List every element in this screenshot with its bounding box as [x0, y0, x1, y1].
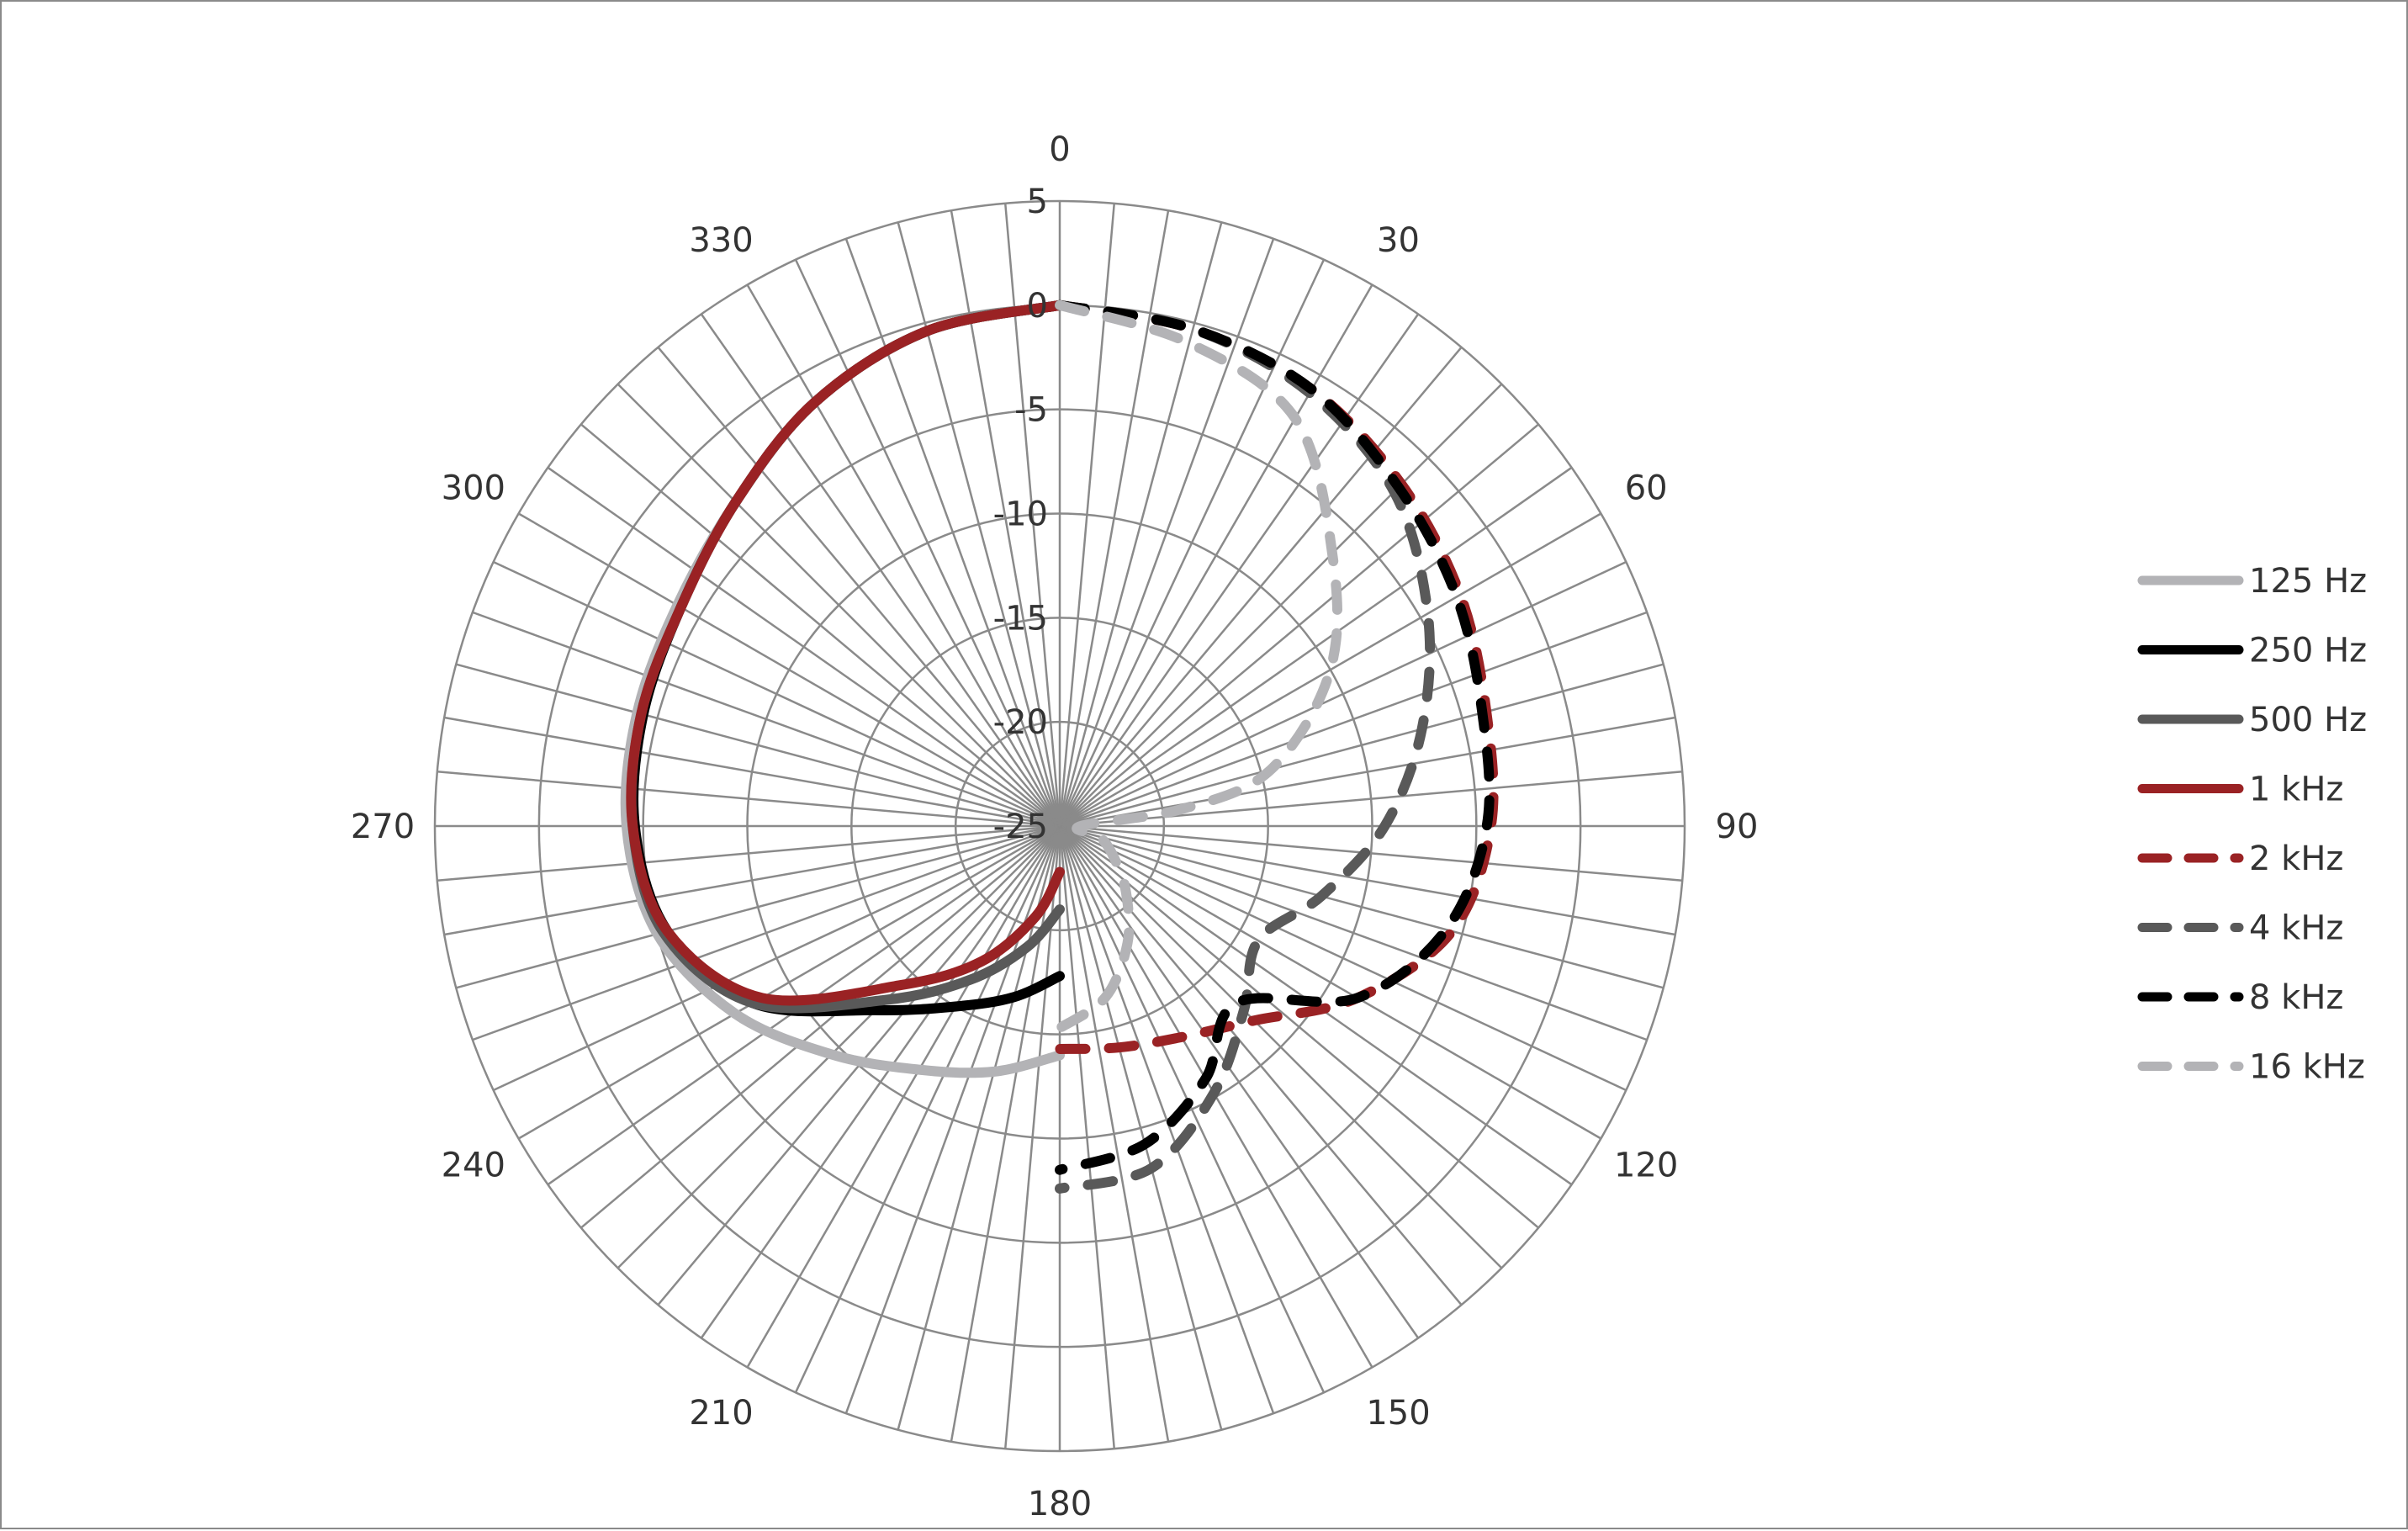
grid-spoke — [455, 663, 1061, 828]
grid-spoke — [517, 512, 1061, 828]
grid-spoke — [1059, 716, 1675, 828]
grid-spoke — [472, 611, 1061, 828]
grid-spoke — [1058, 825, 1170, 1442]
grid-spoke — [444, 716, 1061, 828]
grid-spoke — [1058, 203, 1116, 827]
series-line-8-khz — [1055, 299, 1495, 1175]
grid-spoke — [517, 824, 1061, 1140]
grid — [433, 199, 1686, 1453]
grid-spoke — [700, 825, 1061, 1339]
grid-spoke — [700, 313, 1061, 827]
grid-spoke — [794, 825, 1061, 1393]
grid-spoke — [1059, 347, 1463, 827]
angular-tick-label: 210 — [689, 1394, 753, 1433]
grid-spoke — [1059, 824, 1627, 1092]
grid-spoke — [1058, 259, 1326, 827]
grid-spoke — [1058, 825, 1116, 1449]
grid-spoke — [1058, 313, 1420, 827]
angular-tick-label: 30 — [1377, 221, 1420, 260]
grid-spoke — [1059, 560, 1627, 828]
series-layer — [620, 299, 1499, 1194]
radial-tick-label: 5 — [1027, 183, 1048, 221]
legend-label-250-hz: 250 Hz — [2249, 632, 2367, 670]
angular-tick-label: 60 — [1625, 469, 1668, 508]
grid-spoke — [844, 825, 1061, 1414]
grid-spoke — [897, 221, 1061, 827]
angular-tick-label: 240 — [442, 1147, 505, 1185]
grid-spoke — [1059, 663, 1664, 828]
grid-spoke — [617, 825, 1061, 1269]
radial-tick-label: -25 — [993, 808, 1048, 846]
grid-spoke — [1059, 824, 1683, 882]
angular-tick-label: 90 — [1716, 808, 1759, 846]
grid-spoke — [1059, 423, 1539, 827]
grid-spoke — [1058, 825, 1223, 1431]
angular-tick-label: 180 — [1028, 1485, 1092, 1523]
grid-spoke — [1058, 238, 1275, 827]
grid-spoke — [1059, 825, 1539, 1229]
angular-tick-label: 300 — [442, 469, 505, 508]
series-line-250-hz — [628, 299, 1065, 1017]
grid-spoke — [437, 770, 1061, 828]
grid-spoke — [1058, 825, 1420, 1339]
radial-tick-label: -5 — [1014, 391, 1048, 430]
grid-spoke — [657, 347, 1061, 827]
grid-spoke — [1059, 824, 1602, 1140]
grid-spoke — [1059, 383, 1503, 827]
grid-spoke — [472, 824, 1061, 1041]
legend-label-16-khz: 16 kHz — [2249, 1048, 2365, 1087]
grid-spoke — [1058, 210, 1170, 827]
legend: 125 Hz 250 Hz 500 Hz 1 kHz 2 kHz 4 kHz 8 kHz 16… — [2137, 562, 2367, 1087]
angular-tick-label: 330 — [689, 221, 753, 260]
grid-spoke — [547, 466, 1061, 828]
grid-spoke — [617, 383, 1061, 827]
grid-spoke — [1003, 825, 1061, 1449]
grid-spoke — [437, 824, 1061, 882]
grid-spoke — [1058, 825, 1275, 1414]
grid-spoke — [444, 824, 1061, 936]
legend-label-8-khz: 8 kHz — [2249, 978, 2343, 1017]
grid-spoke — [1059, 824, 1648, 1041]
legend-label-2-khz: 2 kHz — [2249, 840, 2343, 878]
grid-spoke — [1059, 824, 1664, 989]
grid-spoke — [1059, 611, 1648, 828]
angular-tick-label: 120 — [1614, 1147, 1678, 1185]
grid-spoke — [794, 259, 1061, 827]
legend-label-125-hz: 125 Hz — [2249, 562, 2367, 601]
grid-spoke — [580, 825, 1061, 1229]
grid-spoke — [844, 238, 1061, 827]
grid-spoke — [493, 824, 1061, 1092]
radial-tick-label: -20 — [993, 703, 1048, 742]
series-line-1-khz — [626, 299, 1065, 1006]
angular-tick-label: 0 — [1049, 130, 1070, 169]
grid-spoke — [746, 283, 1061, 827]
grid-spoke — [1059, 512, 1602, 828]
radial-tick-label: 0 — [1027, 287, 1048, 326]
grid-spoke — [1059, 825, 1503, 1269]
legend-label-500-hz: 500 Hz — [2249, 701, 2367, 739]
radial-tick-label: -15 — [993, 599, 1048, 638]
axis-labels: -25-20-15-10-505030609012015018021024027… — [351, 130, 1759, 1523]
legend-label-4-khz: 4 kHz — [2249, 909, 2343, 948]
grid-spoke — [580, 423, 1061, 827]
radial-tick-label: -10 — [993, 495, 1048, 534]
grid-spoke — [746, 825, 1061, 1369]
grid-spoke — [1059, 466, 1573, 828]
grid-spoke — [1058, 825, 1326, 1393]
grid-spoke — [455, 824, 1061, 989]
grid-spoke — [1059, 824, 1675, 936]
angular-tick-label: 150 — [1366, 1394, 1430, 1433]
grid-spoke — [1058, 221, 1223, 827]
grid-spoke — [1058, 283, 1373, 827]
series-line-16-khz — [1055, 299, 1343, 1034]
grid-spoke — [493, 560, 1061, 828]
grid-spoke — [950, 210, 1061, 827]
legend-label-1-khz: 1 kHz — [2249, 771, 2343, 809]
angular-tick-label: 270 — [351, 808, 415, 846]
